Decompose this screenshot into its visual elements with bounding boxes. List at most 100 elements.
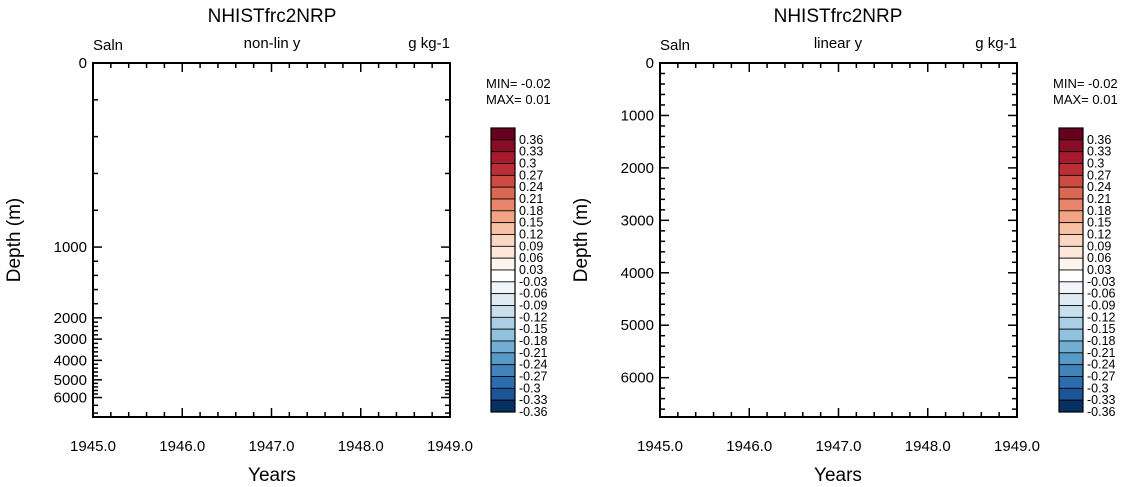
colorbar-label: 0.06 [519,251,543,265]
colorbar-label: 0.36 [519,133,543,147]
colorbar-label: -0.18 [1087,334,1116,348]
colorbar-label: 0.27 [1087,168,1111,182]
min-label: MIN= -0.02 [486,76,551,91]
colorbar-swatch [490,198,516,212]
x-axis-label: Years [248,465,296,486]
y-tick-label: 0 [646,55,654,72]
colorbar-swatch [490,245,516,259]
variable-label: Saln [93,37,123,54]
colorbar-label: -0.15 [519,322,548,336]
x-tick-label: 1946.0 [159,438,205,455]
colorbar-swatch [1058,257,1084,271]
y-tick-label: 6000 [621,370,654,387]
y-tick-label: 2000 [54,310,87,327]
colorbar-label: 0.3 [1087,157,1104,171]
plot-area [659,62,1018,418]
colorbar-swatch [490,281,516,295]
colorbar-swatch [1058,316,1084,330]
colorbar-frame [490,127,516,413]
x-tick-label: 1945.0 [70,438,116,455]
colorbar-swatch [490,234,516,247]
colorbar-swatch [1058,198,1084,212]
colorbar-label: 0.21 [1087,192,1111,206]
colorbar-label: -0.36 [1087,405,1116,419]
min-label: MIN= -0.02 [1053,76,1118,91]
colorbar-swatch [1058,352,1084,366]
colorbar-label: 0.03 [519,263,543,277]
x-tick-label: 1948.0 [905,438,951,455]
colorbar-swatch [490,174,516,188]
colorbar-swatch [490,269,516,283]
colorbar-label: -0.21 [1087,346,1116,360]
colorbar-label: -0.12 [519,310,548,324]
colorbar-label: 0.33 [1087,145,1111,159]
y-tick-label: 1000 [621,107,654,124]
x-axis-label: Years [814,465,862,486]
colorbar-frame [1058,127,1084,413]
colorbar-swatch [490,293,516,306]
colorbar-swatch [490,139,516,153]
colorbar-label: 0.18 [519,204,543,218]
colorbar-label: 0.24 [519,180,543,194]
colorbar-swatch [1058,127,1084,141]
x-tick-label: 1949.0 [427,438,473,455]
y-tick-label: 0 [79,55,87,72]
colorbar-swatch [1058,364,1084,377]
colorbar-swatch [490,127,516,141]
colorbar-label: 0.24 [1087,180,1111,194]
colorbar-label: -0.3 [519,381,541,395]
colorbar: 0.360.330.30.270.240.210.180.150.120.090… [490,127,548,419]
colorbar-label: 0.27 [519,168,543,182]
colorbar-swatch [490,210,516,224]
x-tick-label: 1948.0 [338,438,384,455]
scale-label: linear y [814,35,863,52]
colorbar-label: -0.27 [519,370,548,384]
colorbar-label: -0.3 [1087,381,1109,395]
colorbar-swatch [1058,186,1084,200]
x-axis: 1945.0 1946.0 1947.0 1948.0 1949.0 [637,63,1040,455]
colorbar-swatch [1058,399,1084,413]
colorbar-swatch [1058,210,1084,224]
colorbar-label: -0.09 [1087,299,1116,313]
colorbar-swatch [490,364,516,377]
colorbar-label: 0.15 [1087,216,1111,230]
colorbar-swatch [1058,281,1084,295]
colorbar-label: -0.24 [519,358,548,372]
colorbar-label: 0.06 [1087,251,1111,265]
colorbar-label: -0.03 [519,275,548,289]
panel-linear: NHISTfrc2NRP Saln linear y g kg-1 1945.0… [571,6,1118,486]
y-tick-label: 4000 [621,265,654,282]
colorbar-swatch [490,151,516,164]
y-tick-label: 5000 [621,317,654,334]
colorbar-swatch [490,399,516,413]
colorbar-label: -0.06 [519,287,548,301]
colorbar-swatch [1058,376,1084,389]
colorbar-label: 0.3 [519,157,536,171]
colorbar-swatch [1058,151,1084,164]
colorbar-swatch [1058,234,1084,247]
colorbar-swatch [490,376,516,389]
y-tick-label: 6000 [54,390,87,407]
y-axis-label: Depth (m) [571,198,592,282]
colorbar-swatch [490,352,516,366]
y-axis: 0 1000 2000 3000 4000 5000 6000 [621,55,1017,410]
colorbar-swatch [490,305,516,318]
y-axis-label: Depth (m) [4,198,25,282]
colorbar-swatch [1058,305,1084,318]
max-label: MAX= 0.01 [1053,92,1118,107]
colorbar-swatch [490,257,516,271]
colorbar-label: 0.33 [519,145,543,159]
colorbar-swatch [1058,174,1084,188]
x-tick-label: 1947.0 [249,438,295,455]
y-tick-label: 4000 [54,352,87,369]
colorbar-label: 0.15 [519,216,543,230]
colorbar-label: 0.21 [519,192,543,206]
colorbar-label: 0.03 [1087,263,1111,277]
colorbar-label: -0.21 [519,346,548,360]
colorbar-label: -0.09 [519,299,548,313]
colorbar-swatch [490,316,516,330]
x-tick-label: 1945.0 [637,438,683,455]
colorbar: 0.360.330.30.270.240.210.180.150.120.090… [1058,127,1116,419]
colorbar-label: -0.15 [1087,322,1116,336]
colorbar-label: 0.12 [519,228,543,242]
